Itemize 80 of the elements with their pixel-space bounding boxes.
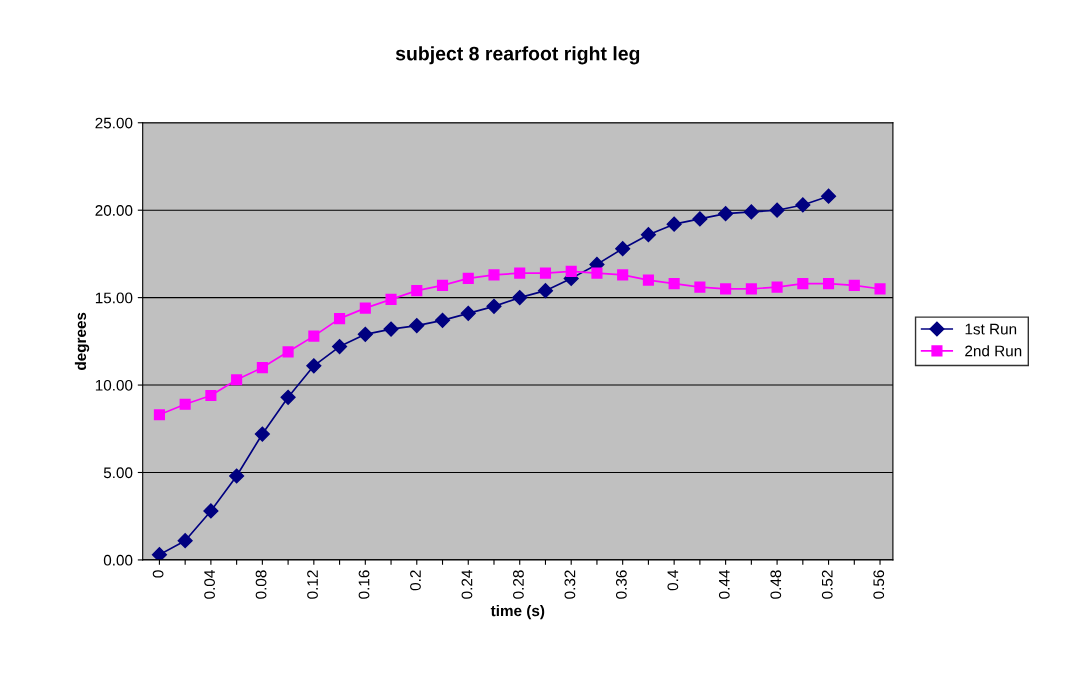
point (823, 278, 835, 290)
point (797, 278, 809, 290)
x-tick-label: 0.52 (821, 570, 833, 599)
point (745, 283, 757, 295)
point (359, 302, 371, 314)
point (385, 293, 397, 305)
x-tick-label: 0.44 (718, 570, 730, 599)
x-axis-title: time (s) (490, 604, 545, 620)
point (640, 227, 656, 243)
point (486, 298, 502, 314)
point (436, 279, 449, 291)
y-axis-title: degrees (74, 312, 90, 371)
point (666, 216, 682, 232)
x-tick-label: 0 (152, 570, 164, 578)
point (177, 533, 193, 549)
point (692, 211, 708, 227)
point (642, 274, 654, 286)
point (694, 281, 706, 293)
point (512, 290, 528, 306)
point (153, 409, 165, 421)
y-tick-label: 5.00 (103, 467, 133, 479)
y-tick-label: 0.00 (103, 554, 133, 566)
y-tick-label: 25.00 (95, 117, 133, 129)
point (743, 204, 759, 220)
point (565, 265, 577, 277)
point (256, 362, 268, 374)
point (205, 389, 217, 402)
x-tick-label: 0.08 (255, 570, 267, 599)
point (151, 547, 167, 560)
point (514, 267, 526, 279)
point (460, 305, 476, 321)
point (462, 272, 474, 284)
point (769, 202, 785, 218)
point (539, 267, 552, 279)
point (434, 312, 451, 328)
y-tick-label: 15.00 (95, 292, 133, 304)
x-tick-label: 0.16 (358, 570, 370, 599)
point (308, 330, 320, 342)
point (231, 374, 243, 386)
point (537, 283, 554, 299)
x-tick-label: 0.4 (667, 570, 679, 591)
chart-title: subject 8 rearfoot right leg (395, 46, 640, 65)
point (179, 398, 191, 410)
x-tick-label: 0.32 (564, 570, 576, 599)
x-tick-label: 0.56 (873, 570, 885, 599)
point (718, 206, 734, 222)
point (411, 285, 423, 297)
point (488, 269, 500, 281)
x-tick-label: 0.24 (461, 570, 473, 599)
y-tick-label: 10.00 (95, 379, 133, 391)
point (383, 321, 399, 337)
point (848, 279, 860, 291)
point (617, 269, 629, 281)
point (254, 426, 270, 442)
point (591, 267, 603, 279)
x-tick-label: 0.04 (204, 570, 215, 599)
x-tick-label: 0.48 (770, 570, 782, 599)
point (668, 278, 680, 290)
legend-label: 1st Run (965, 323, 1017, 335)
legend-label: 2nd Run (965, 345, 1022, 357)
point (771, 281, 783, 293)
point (203, 503, 219, 519)
point (795, 197, 811, 213)
point (280, 389, 296, 405)
point (820, 188, 837, 204)
point (332, 339, 348, 355)
point (874, 283, 886, 295)
x-tick-label: 0.2 (410, 570, 421, 591)
point (409, 318, 425, 334)
point (615, 241, 631, 257)
point (306, 358, 322, 374)
x-tick-label: 0.28 (513, 570, 524, 599)
point (334, 313, 346, 325)
point (357, 326, 373, 342)
point (720, 283, 732, 295)
x-tick-label: 0.12 (307, 570, 318, 599)
y-tick-label: 20.00 (95, 205, 133, 216)
x-tick-label: 0.36 (615, 570, 627, 599)
point (229, 468, 245, 484)
point (282, 346, 294, 358)
